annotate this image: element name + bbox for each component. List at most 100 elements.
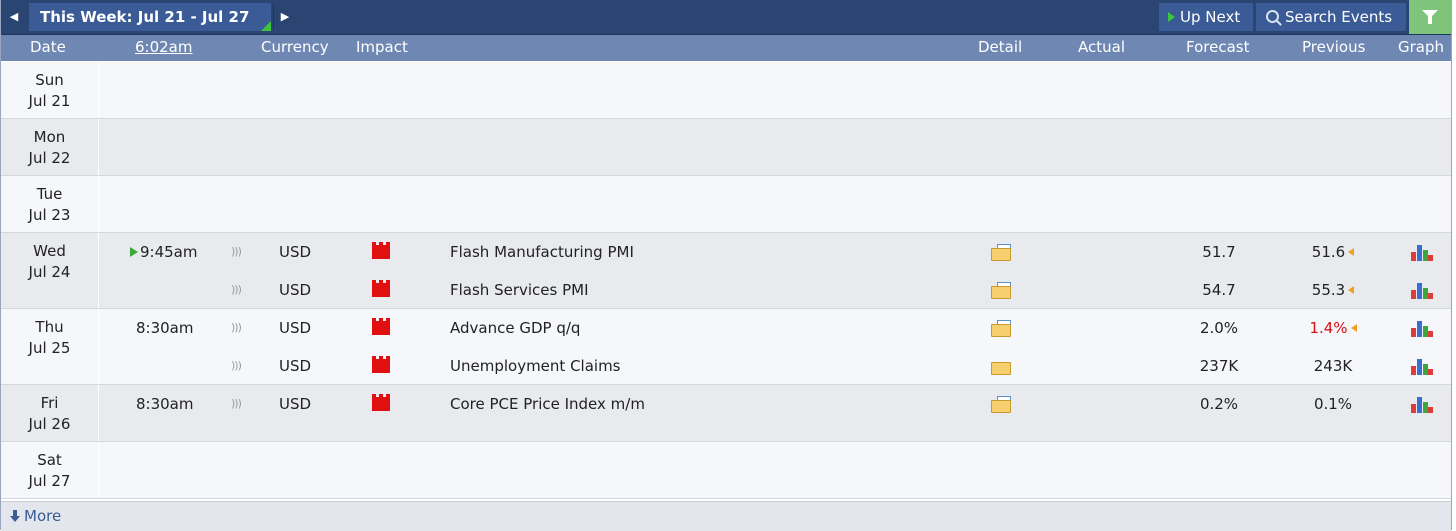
- event-previous: 243K: [1303, 347, 1363, 385]
- detail-folder-icon[interactable]: [991, 396, 1011, 413]
- event-previous: 1.4%: [1303, 309, 1363, 347]
- event-currency: USD: [279, 243, 312, 261]
- row-separator: [1, 384, 1451, 385]
- graph-icon[interactable]: [1411, 317, 1433, 337]
- revised-icon[interactable]: [1350, 324, 1357, 332]
- event-currency: USD: [279, 395, 312, 413]
- dropdown-corner-icon: [261, 21, 271, 31]
- calendar-footer: More: [1, 501, 1451, 531]
- sound-alert-icon[interactable]: ))): [231, 283, 242, 296]
- header-impact: Impact: [356, 38, 408, 56]
- event-previous-value: 1.4%: [1309, 319, 1348, 337]
- graph-icon-bar: [1411, 290, 1416, 299]
- next-week-button[interactable]: ▶: [273, 4, 296, 30]
- graph-icon[interactable]: [1411, 355, 1433, 375]
- event-row[interactable]: ))) USD Flash Services PMI 54.7 55.3: [1, 271, 1451, 309]
- sound-alert-icon[interactable]: ))): [231, 245, 242, 258]
- date-cell: Tue Jul 23: [1, 176, 99, 233]
- detail-folder-icon[interactable]: [991, 244, 1011, 261]
- event-title[interactable]: Unemployment Claims: [450, 357, 621, 375]
- day-date: Jul 21: [28, 92, 71, 110]
- graph-icon-bar: [1423, 250, 1428, 261]
- high-impact-icon: [372, 356, 390, 373]
- event-title[interactable]: Core PCE Price Index m/m: [450, 395, 645, 413]
- date-cell: Thu Jul 25: [1, 309, 99, 385]
- search-events-label: Search Events: [1285, 8, 1393, 26]
- header-actual: Actual: [1078, 38, 1125, 56]
- event-title[interactable]: Flash Services PMI: [450, 281, 589, 299]
- day-row: Sun Jul 21: [1, 62, 1451, 119]
- event-time-label: 8:30am: [136, 395, 194, 413]
- column-header-row: Date 6:02am Currency Impact Detail Actua…: [1, 35, 1451, 61]
- event-title[interactable]: Advance GDP q/q: [450, 319, 581, 337]
- up-next-icon: [130, 247, 138, 257]
- revised-icon[interactable]: [1348, 248, 1355, 256]
- day-of-week: Fri: [40, 394, 59, 412]
- event-row[interactable]: 8:30am))) USD Advance GDP q/q 2.0% 1.4%: [1, 309, 1451, 347]
- search-events-button[interactable]: Search Events: [1256, 3, 1406, 31]
- graph-icon-bar: [1411, 328, 1416, 337]
- event-forecast: 237K: [1199, 357, 1239, 375]
- high-impact-icon: [372, 242, 390, 259]
- sound-alert-icon[interactable]: ))): [231, 321, 242, 334]
- day-of-week: Tue: [36, 185, 63, 203]
- folder-icon: [991, 248, 1011, 261]
- day-date: Jul 26: [28, 415, 71, 433]
- revised-icon[interactable]: [1348, 286, 1355, 294]
- event-previous-value: 51.6: [1311, 243, 1346, 261]
- event-row[interactable]: 8:30am))) USD Core PCE Price Index m/m 0.2%…: [1, 385, 1451, 423]
- row-separator: [1, 308, 1451, 309]
- row-separator: [1, 175, 1451, 176]
- event-previous-value: 0.1%: [1313, 395, 1353, 413]
- event-time: 8:30am: [136, 309, 194, 347]
- event-title[interactable]: Flash Manufacturing PMI: [450, 243, 634, 261]
- event-previous: 55.3: [1303, 271, 1363, 309]
- event-row[interactable]: ))) USD Unemployment Claims 237K 243K: [1, 347, 1451, 385]
- graph-icon[interactable]: [1411, 279, 1433, 299]
- graph-icon[interactable]: [1411, 393, 1433, 413]
- week-selector[interactable]: This Week: Jul 21 - Jul 27: [29, 3, 271, 31]
- graph-icon-bar: [1417, 359, 1422, 375]
- event-forecast: 54.7: [1202, 281, 1236, 299]
- header-current-time[interactable]: 6:02am: [135, 38, 193, 56]
- sound-alert-icon[interactable]: ))): [231, 359, 242, 372]
- previous-week-button[interactable]: ◀: [9, 10, 19, 23]
- folder-icon: [991, 286, 1011, 299]
- event-row[interactable]: 9:45am))) USD Flash Manufacturing PMI 51.7 5…: [1, 233, 1451, 271]
- event-currency: USD: [279, 281, 312, 299]
- event-previous-value: 243K: [1313, 357, 1353, 375]
- graph-icon-bar: [1423, 402, 1428, 413]
- event-forecast: 0.2%: [1199, 395, 1239, 413]
- event-currency: USD: [279, 319, 312, 337]
- day-date: Jul 23: [28, 206, 71, 224]
- header-forecast: Forecast: [1186, 38, 1250, 56]
- day-date: Jul 27: [28, 472, 71, 490]
- date-cell: Fri Jul 26: [1, 385, 99, 442]
- calendar-toolbar: ◀ This Week: Jul 21 - Jul 27 ▶ Up Next S…: [1, 0, 1451, 35]
- graph-icon-bar: [1417, 245, 1422, 261]
- header-graph: Graph: [1398, 38, 1445, 56]
- high-impact-icon: [372, 394, 390, 411]
- detail-folder-icon[interactable]: [991, 358, 1011, 375]
- event-time-label: 8:30am: [136, 319, 194, 337]
- row-separator: [1, 118, 1451, 119]
- date-cell: Wed Jul 24: [1, 233, 99, 309]
- graph-icon[interactable]: [1411, 241, 1433, 261]
- detail-folder-icon[interactable]: [991, 320, 1011, 337]
- event-previous: 51.6: [1303, 233, 1363, 271]
- graph-icon-bar: [1428, 407, 1433, 413]
- detail-folder-icon[interactable]: [991, 282, 1011, 299]
- more-label: More: [24, 507, 62, 525]
- event-previous: 0.1%: [1303, 385, 1363, 423]
- day-row: Wed Jul 24 9:45am))) USD Flash Manufacturing…: [1, 233, 1451, 309]
- filter-button[interactable]: [1409, 0, 1451, 34]
- up-next-button[interactable]: Up Next: [1159, 3, 1253, 31]
- more-link[interactable]: More: [10, 507, 61, 525]
- event-time: 8:30am: [136, 385, 194, 423]
- sound-alert-icon[interactable]: ))): [231, 397, 242, 410]
- day-row: Fri Jul 26 8:30am))) USD Core PCE Price Inde…: [1, 385, 1451, 442]
- download-arrow-icon: [10, 510, 20, 522]
- date-cell: Mon Jul 22: [1, 119, 99, 176]
- funnel-icon: [1422, 10, 1438, 18]
